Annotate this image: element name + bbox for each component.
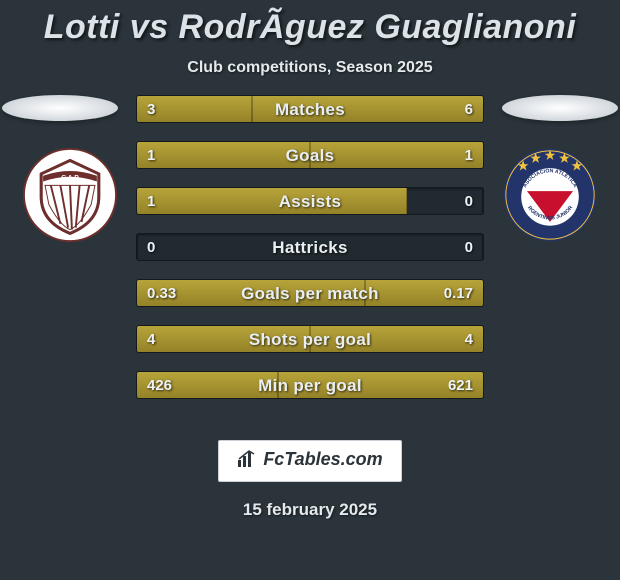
subtitle: Club competitions, Season 2025 bbox=[0, 59, 620, 77]
stat-label: Goals bbox=[137, 142, 483, 169]
stat-label: Assists bbox=[137, 188, 483, 215]
stat-row: 0.330.17Goals per match bbox=[136, 279, 484, 307]
stat-label: Goals per match bbox=[137, 280, 483, 307]
stats-bars: 36Matches 11Goals 10Assists 00Hattricks 0.33… bbox=[136, 95, 484, 417]
stat-label: Matches bbox=[137, 96, 483, 123]
stat-row: 00Hattricks bbox=[136, 233, 484, 261]
stat-row: 11Goals bbox=[136, 141, 484, 169]
bars-icon bbox=[237, 450, 257, 473]
left-pedestal-ellipse bbox=[2, 95, 118, 121]
fctables-badge: FcTables.com bbox=[218, 440, 401, 482]
stat-row: 36Matches bbox=[136, 95, 484, 123]
date-text: 15 february 2025 bbox=[0, 500, 620, 520]
branding-text: FcTables.com bbox=[263, 449, 382, 469]
stat-label: Hattricks bbox=[137, 234, 483, 261]
right-team-crest: ASOCIACION ATLETICA ARGENTINOS JUNIORS bbox=[502, 147, 598, 243]
right-pedestal-ellipse bbox=[502, 95, 618, 121]
page-title: Lotti vs RodrÃ­guez Guaglianoni bbox=[0, 0, 620, 47]
svg-text:C A P: C A P bbox=[61, 175, 79, 182]
stat-label: Shots per goal bbox=[137, 326, 483, 353]
footer: FcTables.com 15 february 2025 bbox=[0, 440, 620, 520]
left-team-crest: C A P bbox=[22, 147, 118, 243]
stat-label: Min per goal bbox=[137, 372, 483, 399]
stat-row: 426621Min per goal bbox=[136, 371, 484, 399]
stat-row: 10Assists bbox=[136, 187, 484, 215]
stat-row: 44Shots per goal bbox=[136, 325, 484, 353]
